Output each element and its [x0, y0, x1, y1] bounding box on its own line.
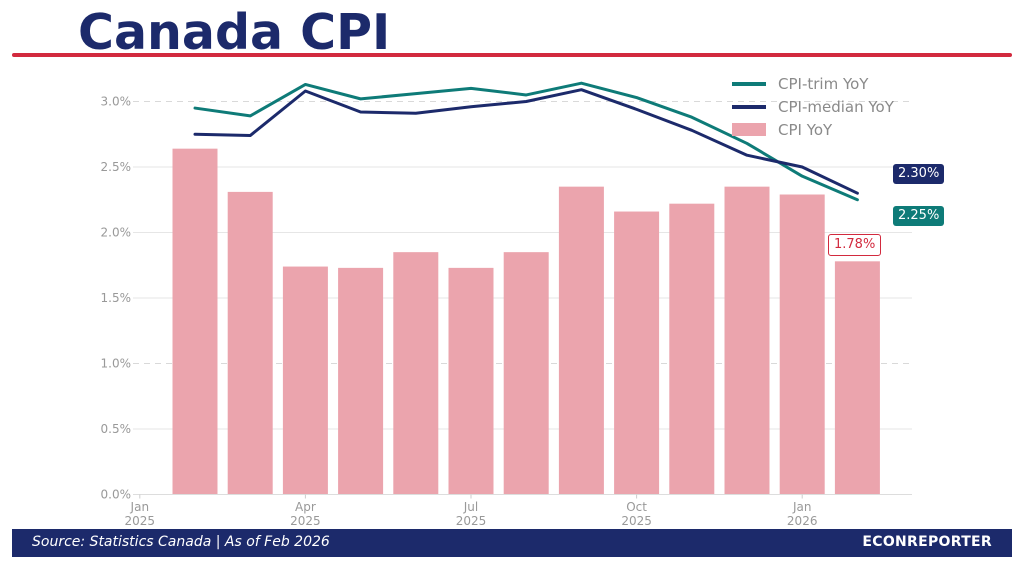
x-tick-label-month: Jul [463, 500, 478, 514]
x-tick-label-year: 2025 [290, 514, 321, 528]
legend-label-cpi: CPI YoY [778, 120, 833, 139]
cpi-bar [227, 191, 273, 495]
last-value-badge-trim: 2.25% [893, 206, 945, 226]
legend-item-median: CPI-median YoY [732, 95, 894, 118]
cpi-bar [669, 203, 715, 495]
x-tick-label-month: Apr [295, 500, 316, 514]
legend-swatch-trim [732, 81, 766, 86]
x-tick-label-year: 2025 [456, 514, 487, 528]
x-tick-label-year: 2025 [621, 514, 652, 528]
x-tick-label-month: Jan [130, 500, 150, 514]
y-tick-label: 2.0% [101, 226, 132, 240]
y-tick-label: 1.5% [101, 291, 132, 305]
y-tick-label: 3.0% [101, 95, 132, 109]
cpi-bar [614, 211, 660, 495]
cpi-bar [172, 148, 218, 495]
last-value-badge-median: 2.30% [893, 164, 945, 184]
legend-item-cpi: CPI YoY [732, 118, 894, 141]
cpi-bar [779, 194, 825, 495]
cpi-bar [282, 266, 328, 495]
legend-item-trim: CPI-trim YoY [732, 72, 894, 95]
cpi-bar [338, 267, 384, 495]
last-value-badge-cpi: 1.78% [828, 234, 882, 256]
cpi-bar [724, 186, 770, 495]
cpi-bar [558, 186, 604, 495]
cpi-bar [448, 267, 494, 495]
legend-label-median: CPI-median YoY [778, 97, 894, 116]
cpi-trim-line [193, 81, 859, 202]
legend: CPI-trim YoY CPI-median YoY CPI YoY [732, 72, 894, 141]
x-tick-label-year: 2026 [787, 514, 818, 528]
cpi-bar [834, 261, 880, 495]
x-tick-label-month: Oct [626, 500, 647, 514]
x-tick-label-year: 2025 [125, 514, 156, 528]
cpi-bar [393, 252, 439, 495]
source-note: Source: Statistics Canada | As of Feb 20… [32, 534, 330, 550]
y-tick-label: 2.5% [101, 160, 132, 174]
chart-title: Canada CPI [78, 4, 391, 61]
cpi-bar [503, 252, 549, 495]
y-tick-label: 1.0% [101, 357, 132, 371]
brand-logo-text: ECONREPORTER [862, 534, 992, 550]
cpi-median-line [193, 88, 859, 195]
y-tick-label: 0.0% [101, 488, 132, 502]
legend-swatch-cpi [732, 123, 766, 136]
y-tick-label: 0.5% [101, 422, 132, 436]
legend-label-trim: CPI-trim YoY [778, 74, 869, 93]
legend-swatch-median [732, 104, 766, 109]
x-tick-label-month: Jan [792, 500, 812, 514]
title-underline [12, 53, 1012, 57]
footer-bar: Source: Statistics Canada | As of Feb 20… [12, 529, 1012, 557]
